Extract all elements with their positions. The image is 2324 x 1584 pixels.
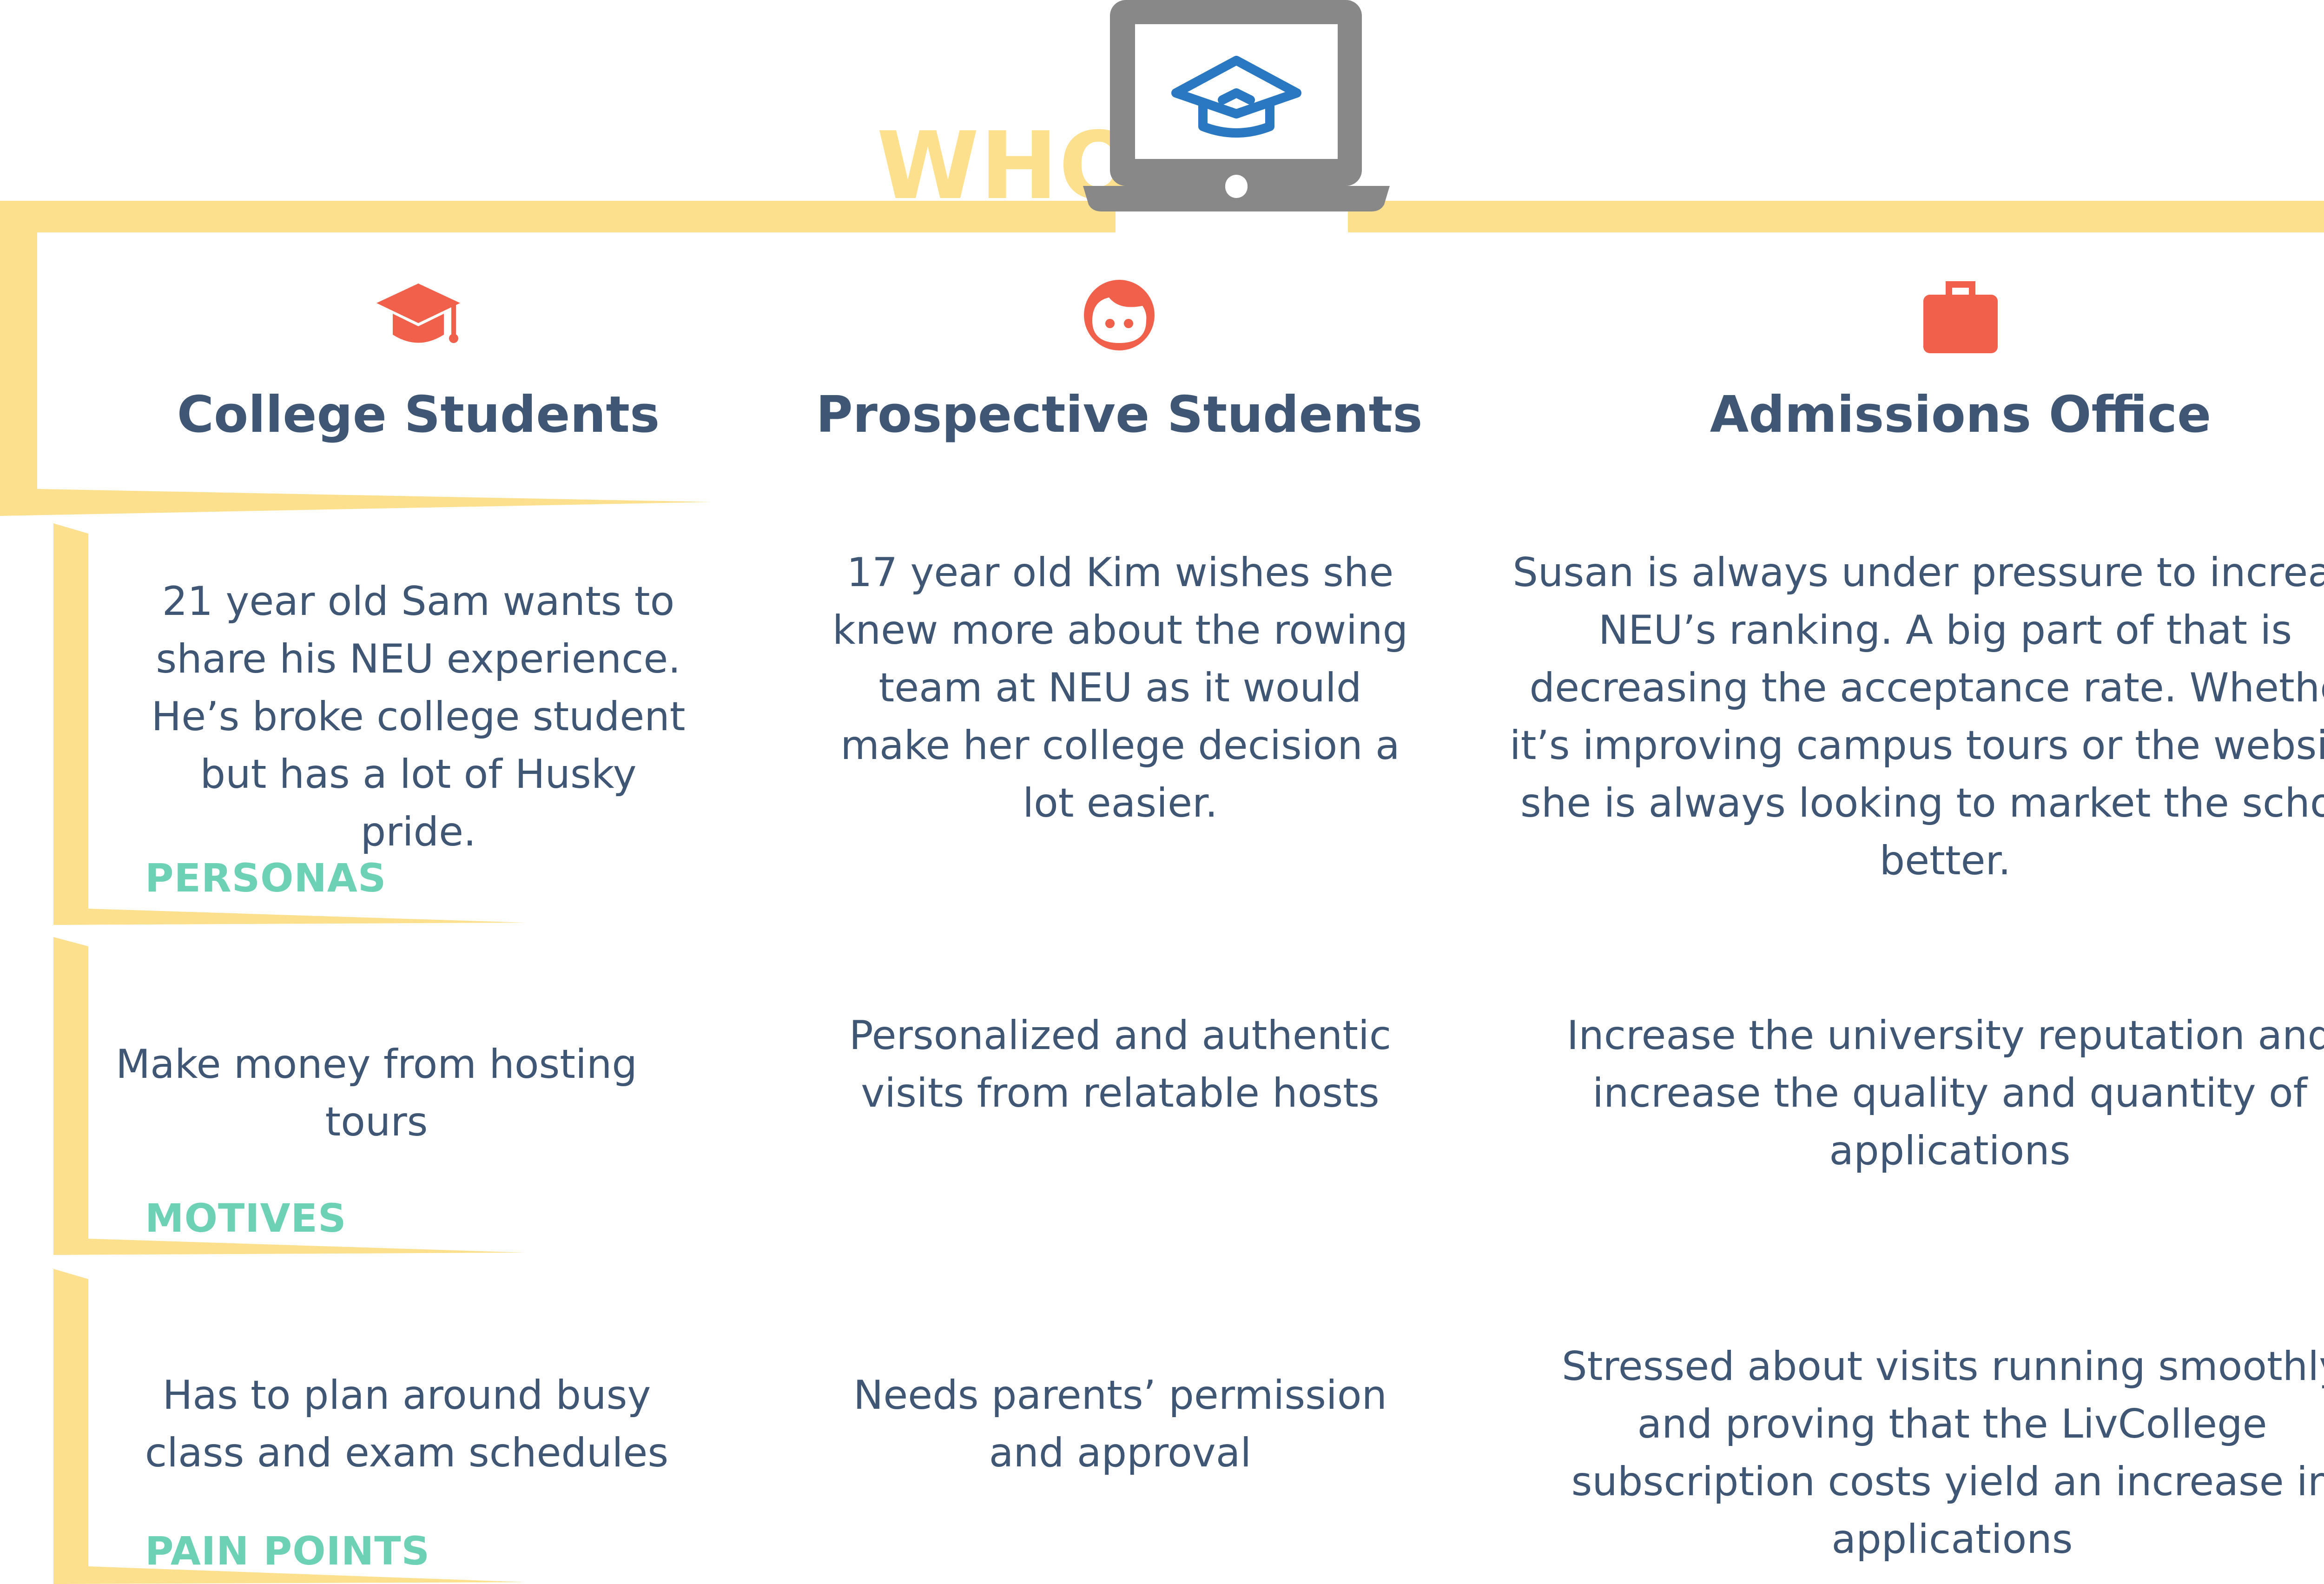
- cell-pain-points-admissions-office: Stressed about visits running smoothly a…: [1562, 1343, 2324, 1563]
- graduation-cap-house-logo: [1171, 56, 1301, 138]
- graduation-cap-icon: [376, 284, 460, 343]
- cell-motives-prospective-students: Personalized and authentic visits from r…: [849, 1012, 1392, 1116]
- row-label-personas: PERSONAS: [145, 855, 387, 901]
- header-frame: [0, 201, 1116, 516]
- cell-personas-college-students: 21 year old Sam wants to share his NEU e…: [151, 578, 686, 855]
- cell-pain-points-college-students: Has to plan around busy class and exam s…: [145, 1372, 669, 1476]
- cell-personas-admissions-office: Susan is always under pressure to increa…: [1509, 549, 2324, 884]
- student-face-icon: [1084, 280, 1155, 350]
- briefcase-icon: [1923, 281, 1998, 353]
- cell-pain-points-prospective-students: Needs parents’ permission and approval: [853, 1372, 1387, 1476]
- cell-motives-admissions-office: Increase the university reputation and i…: [1566, 1012, 2324, 1174]
- column-heading-college-students: College Students: [177, 386, 660, 444]
- header-frame-right: [1348, 201, 2324, 232]
- laptop-icon: [1083, 0, 1390, 211]
- column-heading-prospective-students: Prospective Students: [816, 386, 1423, 444]
- row-label-motives: MOTIVES: [145, 1195, 347, 1241]
- column-heading-admissions-office: Admissions Office: [1710, 386, 2212, 444]
- row-label-pain-points: PAIN POINTS: [145, 1528, 430, 1574]
- cell-motives-college-students: Make money from hosting tours: [115, 1041, 638, 1145]
- cell-personas-prospective-students: 17 year old Kim wishes she knew more abo…: [832, 549, 1408, 826]
